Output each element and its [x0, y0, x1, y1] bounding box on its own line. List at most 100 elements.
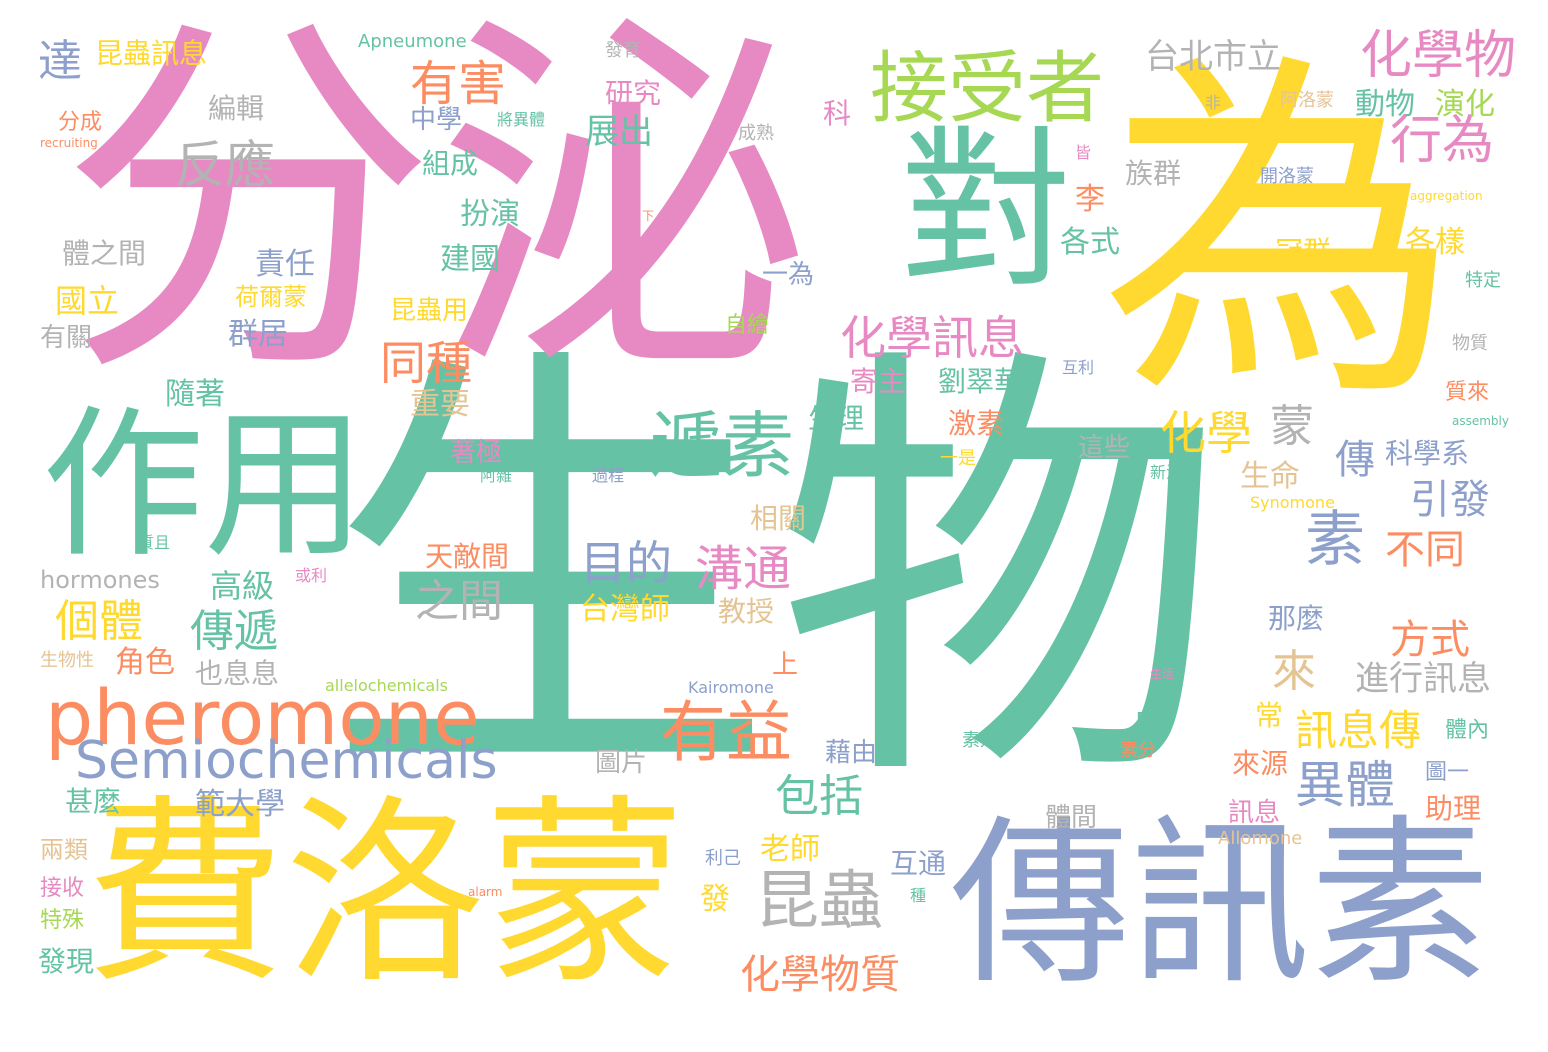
word: 特定 — [1465, 270, 1501, 291]
word: 特殊 — [40, 908, 85, 933]
word: alarm — [468, 885, 503, 899]
word: 助理 — [1425, 792, 1482, 825]
word: 接受者 — [870, 44, 1105, 134]
word: 化學物質 — [740, 952, 900, 998]
word: 物質 — [1452, 333, 1488, 354]
word: 自繪 — [725, 313, 770, 338]
word: 發 — [700, 882, 730, 917]
word: assembly — [1452, 414, 1509, 428]
word: 昆蟲訊息 — [95, 37, 208, 70]
word: 一為 — [762, 260, 815, 290]
word: 行為 — [1390, 111, 1495, 171]
word: 個體 — [55, 596, 143, 647]
word: 編輯 — [208, 92, 265, 125]
word: 互通 — [890, 847, 947, 880]
word: 過程 — [592, 466, 625, 485]
word: 兩類 — [40, 836, 88, 864]
word: 反應 — [175, 136, 275, 194]
word: 種 — [910, 886, 927, 905]
word: 接收 — [40, 876, 85, 901]
word: pheromone — [45, 673, 480, 762]
word: 引發 — [1410, 477, 1490, 523]
word: 體之間 — [62, 237, 147, 270]
word: 化學訊息 — [840, 311, 1024, 365]
word: 高級 — [210, 567, 275, 605]
word: 非 — [1205, 93, 1222, 112]
word: 之間 — [415, 576, 503, 627]
word: 劉翠華 — [938, 365, 1023, 398]
word: 甚麼 — [65, 785, 122, 818]
word: 冠群 — [1275, 235, 1332, 268]
word: 中學 — [410, 105, 463, 135]
word: 演化 — [1435, 87, 1495, 122]
word: 一是 — [940, 448, 976, 469]
word: 目的 — [580, 536, 672, 590]
word: 建國 — [440, 242, 500, 277]
word: 有關 — [40, 323, 93, 353]
word: 藉由 — [825, 738, 878, 768]
word: 傳遞 — [190, 606, 278, 657]
word: 來源 — [1232, 747, 1289, 780]
word: 也息息 — [195, 657, 280, 690]
word: 常 — [1255, 699, 1284, 732]
word: 台灣師 — [580, 592, 670, 627]
word: Apneumone — [358, 31, 467, 52]
word: 族群 — [1125, 157, 1182, 190]
word: 或利 — [295, 566, 328, 585]
word: 相關 — [750, 502, 807, 535]
word: 動物 — [1355, 87, 1415, 122]
word: 那麼 — [1268, 602, 1325, 635]
word: 昆蟲用 — [390, 296, 469, 326]
word: Synomone — [1250, 493, 1335, 512]
word: 利己 — [705, 848, 741, 869]
word: Semiochemicals — [75, 731, 498, 791]
word: 質來 — [1445, 380, 1490, 405]
word: 生理 — [808, 402, 865, 435]
word: 隨著 — [165, 377, 225, 412]
word: 昆蟲 — [755, 865, 883, 939]
word: 各樣 — [1405, 225, 1465, 260]
word: 遞素 — [650, 404, 795, 488]
word: 質且 — [138, 533, 171, 552]
word: 這些 — [1078, 433, 1131, 463]
word: 不同 — [1385, 527, 1465, 573]
word: 體內 — [1445, 718, 1490, 743]
word: 天敵間 — [425, 540, 510, 573]
word: 教授 — [718, 595, 775, 628]
word: 群居 — [228, 317, 288, 352]
word: 發育 — [605, 40, 641, 61]
word: 成熟 — [738, 123, 774, 144]
word: 互利 — [1062, 358, 1095, 377]
word: 包括 — [775, 771, 863, 822]
word: 荷爾蒙 — [235, 283, 307, 311]
word: 進行訊息 — [1355, 659, 1491, 699]
word: 有益 — [660, 694, 792, 771]
word: 方式 — [1390, 617, 1470, 663]
word: 分泌 — [60, 0, 812, 422]
word: 素分 — [1120, 740, 1156, 761]
word: 生物 — [325, 313, 1225, 837]
word: 訊息 — [1228, 798, 1281, 828]
word: 素是 — [962, 730, 998, 751]
word: 責任 — [255, 247, 315, 282]
word: 寄主 — [850, 365, 907, 398]
word: 各式 — [1060, 225, 1120, 260]
word: 範大學 — [195, 787, 285, 822]
word: 化學物 — [1360, 26, 1517, 86]
word: 分成 — [58, 110, 103, 135]
word: 同種 — [380, 336, 472, 390]
word: Allomone — [1218, 828, 1303, 849]
word: 新洛蒙 — [1150, 463, 1199, 482]
word: 開洛蒙 — [1260, 166, 1314, 187]
word: Kairomone — [688, 678, 774, 697]
word: 台北市立 — [1145, 37, 1281, 77]
word: 異體 — [1295, 756, 1395, 814]
word: 圖片 — [595, 748, 648, 778]
word: 達 — [38, 36, 82, 87]
word: 李 — [1075, 182, 1105, 217]
word: 圖一 — [1425, 760, 1470, 785]
word: 組成 — [422, 147, 479, 180]
word: 展出 — [585, 112, 653, 152]
word: 激素 — [948, 407, 1005, 440]
